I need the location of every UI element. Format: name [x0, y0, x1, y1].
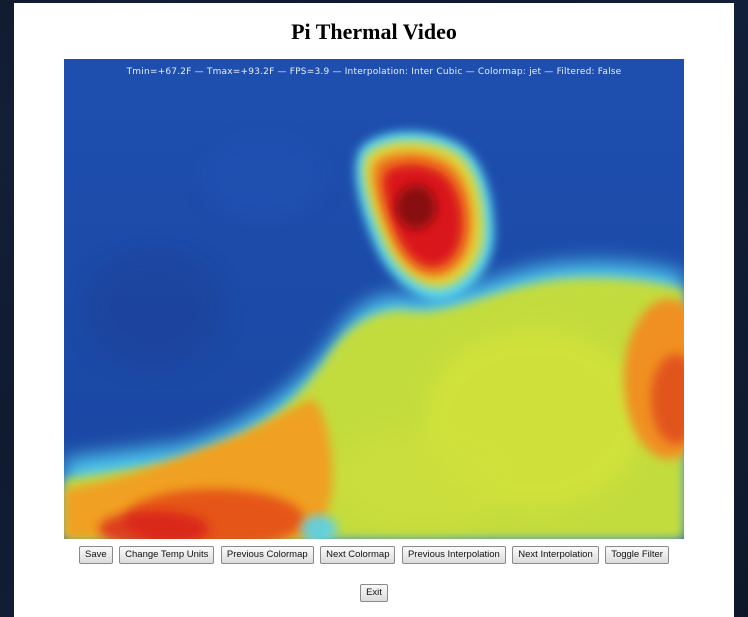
page-title: Pi Thermal Video — [291, 19, 457, 44]
thermal-image — [64, 59, 684, 539]
thermal-status-overlay: Tmin=+67.2F — Tmax=+93.2F — FPS=3.9 — In… — [126, 67, 622, 77]
previous-colormap-button[interactable]: Previous Colormap — [220, 546, 314, 564]
exit-row: Exit — [14, 582, 734, 602]
previous-interpolation-button[interactable]: Previous Interpolation — [401, 546, 506, 564]
change-temp-units-button[interactable]: Change Temp Units — [119, 546, 215, 564]
next-colormap-button[interactable]: Next Colormap — [320, 546, 396, 564]
control-button-row: Save Change Temp Units Previous Colormap… — [14, 544, 734, 564]
browser-page: Pi Thermal Video — [14, 3, 734, 617]
toggle-filter-button[interactable]: Toggle Filter — [605, 546, 669, 564]
exit-button[interactable]: Exit — [360, 584, 388, 602]
save-button[interactable]: Save — [79, 546, 113, 564]
thermal-video-feed: Tmin=+67.2F — Tmax=+93.2F — FPS=3.9 — In… — [64, 59, 684, 539]
next-interpolation-button[interactable]: Next Interpolation — [512, 546, 599, 564]
